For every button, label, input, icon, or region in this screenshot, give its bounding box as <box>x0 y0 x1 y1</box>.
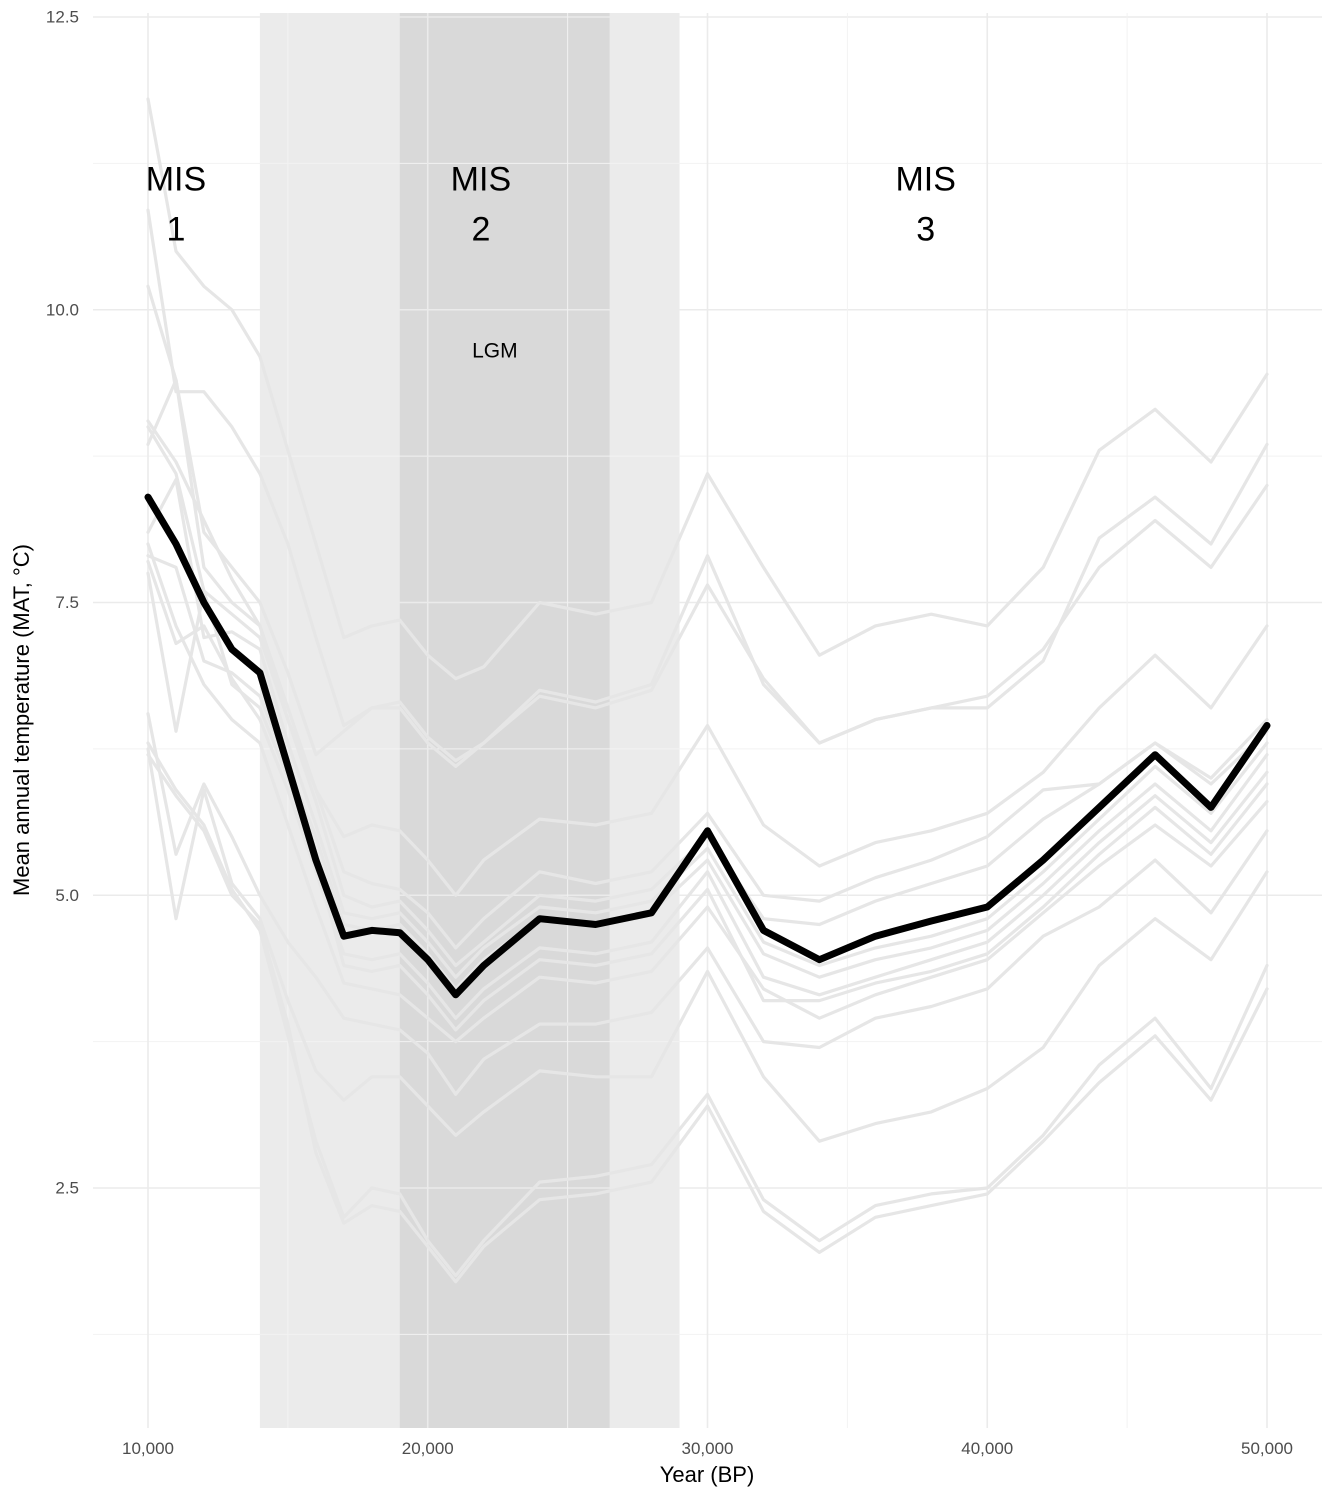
mis-annotation: MIS 1 <box>146 160 206 248</box>
y-tick-label: 2.5 <box>55 1179 79 1198</box>
site-series-line <box>146 477 1269 979</box>
x-tick-label: 50,000 <box>1241 1439 1293 1458</box>
site-series-line <box>146 378 1269 950</box>
y-axis-title: Mean annual temperature (MAT, °C) <box>9 544 34 896</box>
mis-annotation: MIS 3 <box>895 160 955 248</box>
lgm-annotation: LGM <box>472 339 518 362</box>
annotation-line: 3 <box>916 210 935 248</box>
site-series-line <box>146 712 1269 1096</box>
site-series-line <box>146 542 1269 1044</box>
site-series-line <box>146 208 1269 763</box>
x-axis-title: Year (BP) <box>660 1462 755 1487</box>
y-tick-label: 10.0 <box>46 300 79 319</box>
shade-lgm <box>399 13 610 1428</box>
y-tick-label: 7.5 <box>55 593 79 612</box>
annotation-line: 2 <box>471 210 490 248</box>
site-series-line <box>146 284 1269 769</box>
site-series <box>146 97 1269 1284</box>
site-series-line <box>146 753 1269 1284</box>
x-tick-label: 30,000 <box>682 1439 734 1458</box>
y-tick-label: 12.5 <box>46 8 79 27</box>
annotation-line: MIS <box>895 160 955 198</box>
mis-annotation: MIS 2 <box>451 160 511 248</box>
site-series-line <box>146 747 1269 1143</box>
x-tick-label: 10,000 <box>122 1439 174 1458</box>
annotation-line: MIS <box>146 160 206 198</box>
site-series-line <box>146 97 1269 681</box>
annotation-line: 1 <box>167 210 186 248</box>
period-shading <box>259 13 680 1428</box>
annotation-line: LGM <box>472 339 518 362</box>
axis-ticks: 10,000 20,000 30,000 40,000 50,000 2.5 5.0 7.5 1… <box>46 8 1293 1459</box>
site-series-line <box>146 425 1269 968</box>
site-series-line <box>146 741 1269 1278</box>
site-series-line <box>146 559 1269 1020</box>
mean-series-line <box>144 493 1271 999</box>
x-tick-label: 20,000 <box>402 1439 454 1458</box>
y-tick-label: 5.0 <box>55 886 79 905</box>
x-tick-label: 40,000 <box>961 1439 1013 1458</box>
site-series-line <box>146 571 1269 1032</box>
period-annotations: MIS 1 MIS 2 MIS 3 LGM <box>146 160 956 362</box>
annotation-line: MIS <box>451 160 511 198</box>
mean-series <box>144 493 1271 999</box>
